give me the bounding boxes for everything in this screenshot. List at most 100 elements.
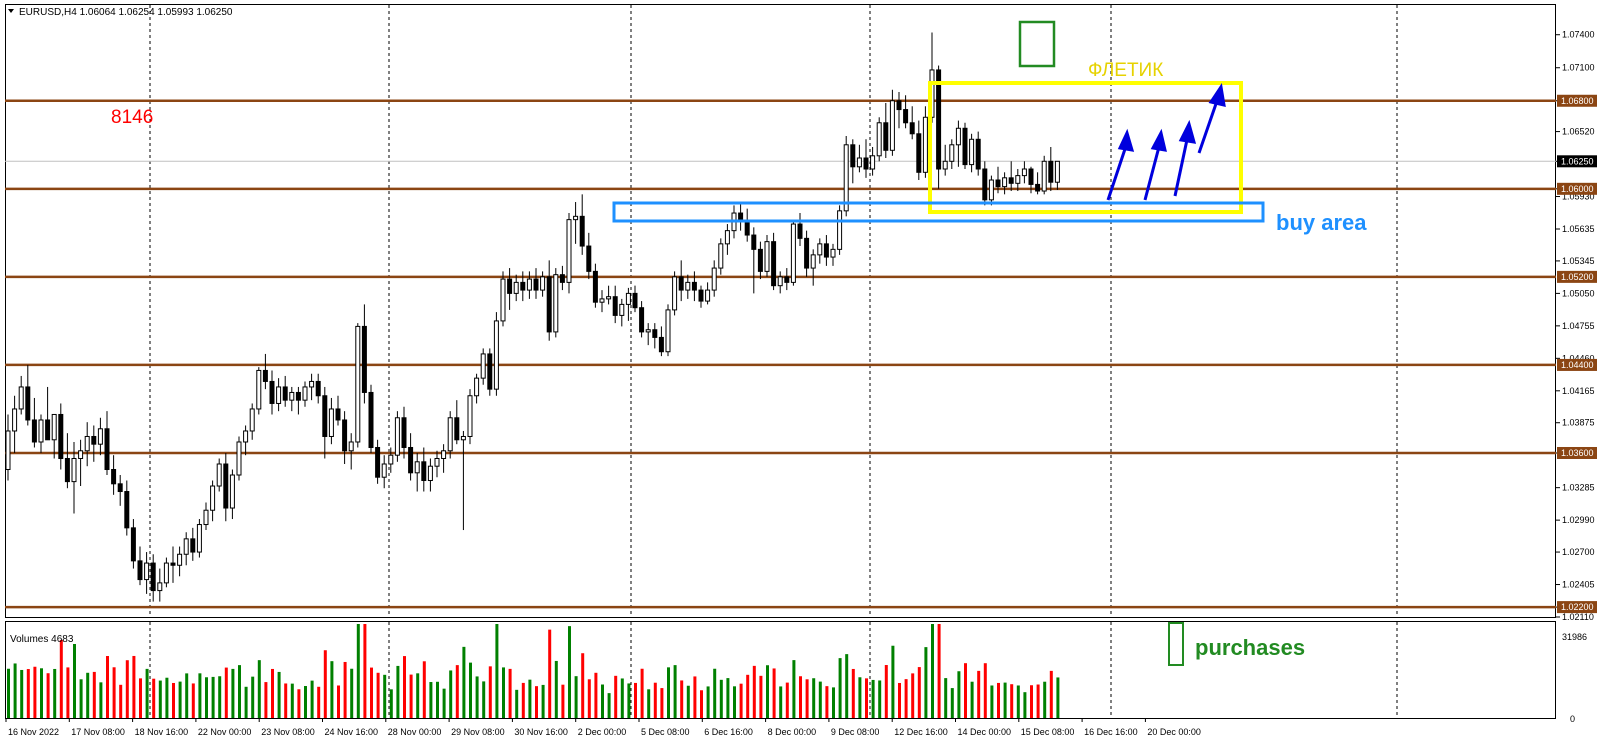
volume-bar	[535, 686, 538, 718]
candle-body	[111, 469, 117, 485]
candle	[625, 287, 631, 321]
candle-body	[276, 386, 282, 404]
volume-bar	[911, 673, 915, 718]
volume-bar	[746, 674, 750, 718]
volume-bar	[568, 626, 571, 718]
candle-body	[540, 276, 546, 291]
signal-candle-box[interactable]	[1018, 20, 1056, 68]
candle-body	[223, 463, 229, 509]
candle	[540, 271, 546, 297]
candle	[276, 378, 282, 412]
candle	[916, 120, 922, 181]
candle-body	[150, 562, 156, 592]
volume-bar	[383, 674, 387, 718]
volume-bar	[541, 684, 545, 718]
volume-bar	[337, 685, 340, 718]
candle-body	[45, 419, 51, 441]
candle	[1048, 146, 1054, 192]
volume-bar	[330, 661, 334, 718]
candle	[592, 263, 598, 308]
candle	[177, 546, 183, 577]
candle-body	[295, 391, 301, 401]
candle-body	[144, 562, 150, 581]
candle	[309, 373, 315, 401]
trend-arrows[interactable]	[1106, 83, 1226, 201]
candle-body	[665, 309, 671, 353]
volume-bar	[271, 668, 274, 718]
candle	[262, 353, 268, 390]
volume-bar	[983, 663, 987, 718]
candle-body	[837, 210, 843, 250]
level-price-label: 1.04400	[1561, 360, 1594, 370]
candle	[1021, 161, 1027, 184]
volume-bar	[825, 686, 829, 718]
candle-body	[388, 454, 394, 465]
arrow-4[interactable]	[1197, 97, 1220, 154]
candle	[51, 413, 57, 459]
support-resistance-levels[interactable]	[5, 99, 1556, 609]
menu-triangle-icon[interactable]	[8, 9, 14, 13]
arrow-2[interactable]	[1143, 142, 1162, 201]
candle-body	[777, 276, 783, 287]
arrow-1[interactable]	[1106, 142, 1129, 201]
volume-bar	[799, 676, 802, 718]
candle-body	[771, 241, 777, 287]
candle-body	[995, 179, 1001, 188]
level-price-label: 1.06000	[1561, 184, 1594, 194]
volume-bar	[356, 624, 360, 718]
volume-max-label: 31986	[1562, 632, 1587, 642]
volume-bar	[488, 666, 492, 718]
candle	[91, 425, 97, 462]
candle	[936, 65, 942, 189]
volume-bar	[752, 665, 756, 718]
candle	[381, 455, 387, 489]
candle	[5, 414, 11, 481]
candle	[889, 89, 895, 156]
volume-bar	[264, 682, 268, 718]
candle	[975, 131, 981, 176]
volume-bar	[785, 682, 789, 718]
x-tick-label: 28 Nov 00:00	[388, 727, 442, 737]
candle	[249, 403, 255, 440]
purchases-volume-box[interactable]	[1168, 622, 1184, 666]
volume-pane-frame	[5, 621, 1556, 719]
candle-body	[830, 248, 836, 258]
arrow-3-head	[1178, 119, 1197, 144]
flag-box[interactable]	[928, 81, 1243, 214]
candle	[790, 219, 796, 286]
buy-area-box[interactable]	[612, 201, 1265, 223]
candle	[757, 241, 763, 280]
volume-bar	[389, 689, 393, 718]
x-tick-label: 15 Dec 08:00	[1021, 727, 1075, 737]
volume-bar	[205, 677, 208, 718]
arrow-1-head	[1117, 128, 1135, 152]
candle-body	[784, 276, 790, 283]
candle-body	[955, 127, 961, 146]
volume-bar	[739, 683, 743, 718]
volume-bar	[653, 682, 657, 718]
volume-bar	[957, 671, 961, 718]
y-tick-label: 1.03875	[1562, 418, 1595, 428]
candle	[1041, 155, 1047, 195]
level-price-tag	[1557, 94, 1597, 107]
volume-bar	[581, 653, 585, 718]
candle-body	[51, 413, 57, 441]
candle-body	[256, 369, 262, 410]
volume-bar	[462, 646, 466, 718]
candle	[856, 144, 862, 173]
x-tick-label: 18 Nov 16:00	[135, 727, 189, 737]
level-price-label: 1.03600	[1561, 448, 1594, 458]
volume-bar	[277, 671, 281, 718]
buy-area-label: buy area	[1276, 210, 1367, 235]
candle	[823, 235, 829, 266]
candle	[454, 400, 460, 445]
candle-body	[493, 320, 499, 390]
candle-body	[883, 122, 889, 151]
candle-body	[507, 278, 513, 294]
volume-bar	[667, 667, 670, 718]
volume-bar	[871, 679, 875, 718]
volume-bar	[79, 679, 83, 718]
candle	[612, 285, 618, 324]
candle-body	[84, 435, 90, 452]
arrow-3[interactable]	[1173, 134, 1190, 197]
